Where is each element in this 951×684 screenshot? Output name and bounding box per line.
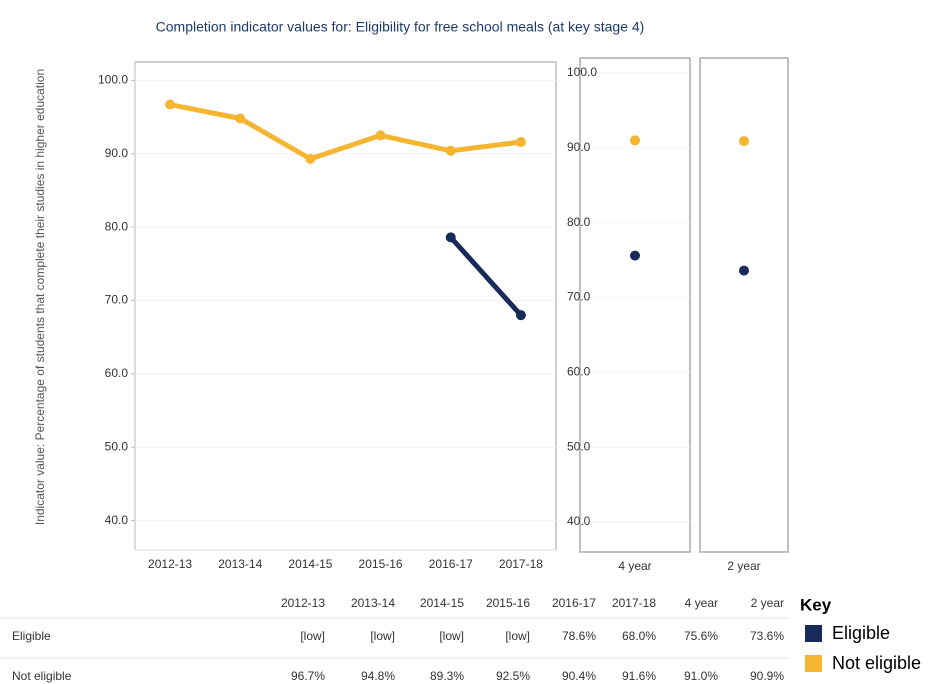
table-header: 2013-14 [351,596,395,610]
y-tick-label: 40.0 [567,514,591,528]
table-header: 2014-15 [420,596,464,610]
row-label: Not eligible [12,669,72,683]
x-tick-label: 4 year [618,559,651,573]
x-tick-label: 2013-14 [218,557,262,571]
x-tick-label: 2017-18 [499,557,543,571]
series-line [448,234,524,318]
y-tick-label: 80.0 [105,219,129,233]
table-cell: [low] [505,629,530,643]
table-header: 2012-13 [281,596,325,610]
y-tick-label: 100.0 [98,73,128,87]
data-point [445,232,456,243]
table-cell: 91.6% [622,669,656,683]
data-point [375,130,386,141]
table-cell: [low] [370,629,395,643]
table-header: 2015-16 [486,596,530,610]
table-cell: 90.9% [750,669,784,683]
table-cell: [low] [439,629,464,643]
row-label: Eligible [12,629,51,643]
x-tick-label: 2012-13 [148,557,192,571]
x-tick-label: 2015-16 [359,557,403,571]
data-point [305,153,316,164]
table-cell: 94.8% [361,669,395,683]
chart-title: Completion indicator values for: Eligibi… [156,19,645,35]
y-tick-label: 70.0 [105,293,129,307]
table-header: 2 year [751,596,784,610]
data-point [515,310,526,321]
y-tick-label: 70.0 [567,290,591,304]
table-cell: 91.0% [684,669,718,683]
x-tick-label: 2016-17 [429,557,473,571]
y-tick-label: 50.0 [105,439,129,453]
y-tick-label: 100.0 [567,65,597,79]
data-point [165,99,176,110]
table-cell: 92.5% [496,669,530,683]
table-cell: 68.0% [622,629,656,643]
data-point [739,136,749,147]
data-point [235,113,246,124]
table-header: 2017-18 [612,596,656,610]
y-tick-label: 50.0 [567,439,591,453]
key-title: Key [800,595,832,614]
y-tick-label: 40.0 [105,513,129,527]
key-swatch [805,655,822,672]
table-cell: 75.6% [684,629,718,643]
key-label: Eligible [832,623,890,643]
table-header: 2016-17 [552,596,596,610]
data-point [739,265,749,276]
panel-frame [699,57,789,553]
y-tick-label: 90.0 [567,140,591,154]
table-cell: 90.4% [562,669,596,683]
table-cell: 89.3% [430,669,464,683]
y-tick-label: 80.0 [567,215,591,229]
data-point [515,136,526,147]
data-point [445,145,456,156]
table-cell: 96.7% [291,669,325,683]
x-tick-label: 2 year [727,559,760,573]
table-cell: [low] [300,629,325,643]
series-line [167,102,524,162]
x-tick-label: 2014-15 [288,557,332,571]
y-tick-label: 90.0 [105,146,129,160]
data-point [630,135,640,146]
key-swatch [805,625,822,642]
panel-frame [579,57,691,553]
data-point [630,250,640,261]
plot-frame [135,61,557,550]
y-tick-label: 60.0 [105,366,129,380]
table-cell: 78.6% [562,629,596,643]
table-header: 4 year [685,596,718,610]
y-axis-label: Indicator value: Percentage of students … [33,68,47,526]
y-tick-label: 60.0 [567,365,591,379]
key-label: Not eligible [832,653,921,673]
table-cell: 73.6% [750,629,784,643]
